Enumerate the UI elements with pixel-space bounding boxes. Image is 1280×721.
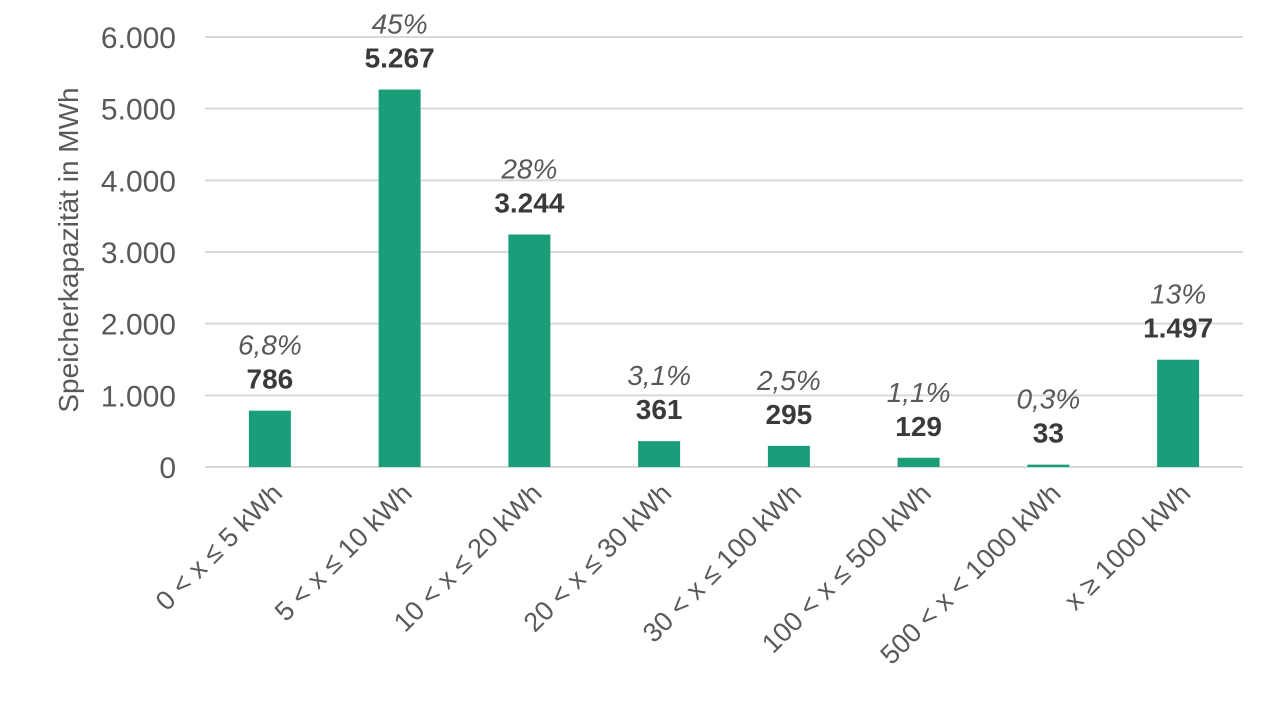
value-label: 5.267: [365, 43, 435, 74]
bar: [248, 410, 291, 467]
bar: [1157, 359, 1200, 467]
bar: [1027, 464, 1070, 467]
value-label: 786: [247, 364, 294, 395]
percent-label: 6,8%: [238, 330, 302, 361]
percent-label: 0,3%: [1016, 384, 1080, 415]
value-label: 129: [895, 411, 942, 442]
bar: [897, 457, 940, 467]
x-tick-label: 5 < x ≤ 10 kWh: [269, 478, 418, 627]
percent-label: 2,5%: [756, 365, 821, 396]
value-label: 1.497: [1143, 313, 1213, 344]
value-label: 33: [1033, 418, 1064, 449]
y-tick-label: 4.000: [101, 165, 176, 198]
y-tick-label: 6.000: [101, 22, 176, 55]
percent-label: 45%: [372, 9, 428, 40]
x-tick-label: 0 < x ≤ 5 kWh: [150, 478, 288, 616]
percent-label: 1,1%: [887, 377, 951, 408]
y-axis-label: Speicherkapazität in MWh: [53, 87, 84, 412]
y-tick-label: 3.000: [101, 237, 176, 270]
bar: [638, 441, 681, 467]
bar: [767, 445, 810, 467]
gridlines: [205, 36, 1243, 468]
y-axis-ticks: 0 1.000 2.000 3.000 4.000 5.000 6.000: [101, 22, 176, 485]
y-tick-label: 0: [159, 452, 176, 485]
y-tick-label: 2.000: [101, 309, 176, 342]
percent-label: 28%: [500, 154, 557, 185]
x-tick-label: x ≥ 1000 kWh: [1059, 478, 1197, 616]
bar: [508, 234, 551, 467]
y-tick-label: 5.000: [101, 94, 176, 127]
bars: [248, 89, 1200, 467]
percent-label: 13%: [1150, 279, 1206, 310]
bar: [378, 89, 421, 467]
y-tick-label: 1.000: [101, 380, 176, 413]
value-label: 295: [766, 399, 813, 430]
percent-label: 3,1%: [627, 360, 691, 391]
value-label: 361: [636, 394, 683, 425]
value-label: 3.244: [494, 188, 564, 219]
